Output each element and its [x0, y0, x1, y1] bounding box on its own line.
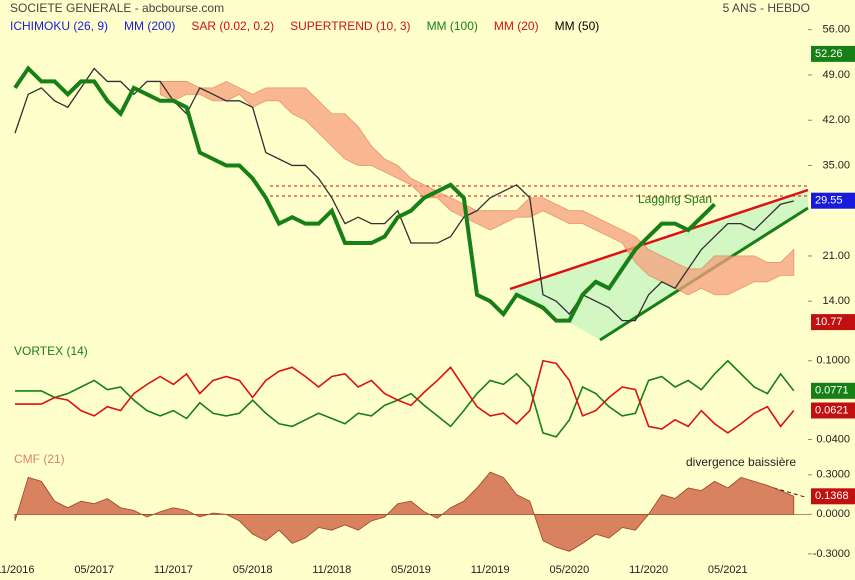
annotation: divergence baissière — [686, 455, 796, 469]
annotation: Lagging Span — [638, 192, 712, 206]
y-tick-label: 21.00 — [822, 250, 850, 262]
trendline — [509, 188, 809, 291]
legend-item: SAR (0.02, 0.2) — [191, 19, 274, 33]
lagging-span — [13, 65, 716, 323]
value-tag — [811, 192, 855, 209]
cmf-area — [14, 471, 795, 552]
legend: ICHIMOKU (26, 9) MM (200) SAR (0.02, 0.2) S… — [10, 19, 599, 33]
legend-item: ICHIMOKU (26, 9) — [10, 19, 108, 33]
x-tick-label: 05/2020 — [550, 564, 590, 576]
panel-title: VORTEX (14) — [14, 344, 88, 358]
title: SOCIETE GENERALE - abcbourse.com — [10, 1, 224, 15]
value-tag-label: 29.55 — [815, 195, 843, 207]
legend-item: MM (20) — [494, 19, 539, 33]
legend-item: MM (200) — [124, 19, 175, 33]
legend-item: MM (50) — [555, 19, 600, 33]
x-tick-label: 05/2017 — [74, 564, 114, 576]
period: 5 ANS - HEBDO — [723, 1, 810, 15]
legend-item: SUPERTREND (10, 3) — [290, 19, 410, 33]
value-tag-label: 0.1368 — [815, 490, 849, 502]
y-tick-label: 56.00 — [822, 24, 850, 36]
legend-item: MM (100) — [427, 19, 478, 33]
kumo — [159, 80, 795, 296]
x-tick-label: 05/2019 — [391, 564, 431, 576]
x-tick-label: 11/2018 — [312, 564, 351, 576]
panel-title: CMF (21) — [14, 452, 65, 466]
y-tick-label: 14.00 — [822, 295, 850, 307]
value-tag — [811, 402, 855, 419]
x-tick-label: 11/2017 — [154, 564, 193, 576]
value-tag-label: 0.0771 — [815, 385, 849, 397]
x-tick-label: 05/2021 — [708, 564, 748, 576]
value-tag-label: 52.26 — [815, 48, 843, 60]
y-tick-label: 49.00 — [822, 69, 850, 81]
y-tick-label: 0.0400 — [816, 433, 850, 445]
y-tick-label: 35.00 — [822, 159, 850, 171]
x-tick-label: 11/2019 — [471, 564, 510, 576]
vortex-line — [15, 359, 795, 434]
y-tick-label: 0.3000 — [816, 469, 850, 481]
value-tag — [811, 314, 855, 331]
divergence-line — [739, 477, 806, 498]
vortex-line — [15, 359, 795, 438]
x-tick-label: 11/2016 — [0, 564, 34, 576]
x-tick-label: 05/2018 — [233, 564, 273, 576]
value-tag — [811, 488, 855, 505]
y-tick-label: 0.1000 — [816, 355, 850, 367]
y-tick-label: 42.00 — [822, 114, 850, 126]
y-tick-label: 0.0000 — [816, 508, 850, 520]
y-tick-label: -0.3000 — [813, 548, 850, 560]
value-tag — [811, 45, 855, 62]
value-tag-label: 0.0621 — [815, 404, 849, 416]
x-tick-label: 11/2020 — [629, 564, 668, 576]
value-tag-label: 10.77 — [815, 316, 843, 328]
value-tag — [811, 382, 855, 399]
price-line — [14, 67, 794, 322]
